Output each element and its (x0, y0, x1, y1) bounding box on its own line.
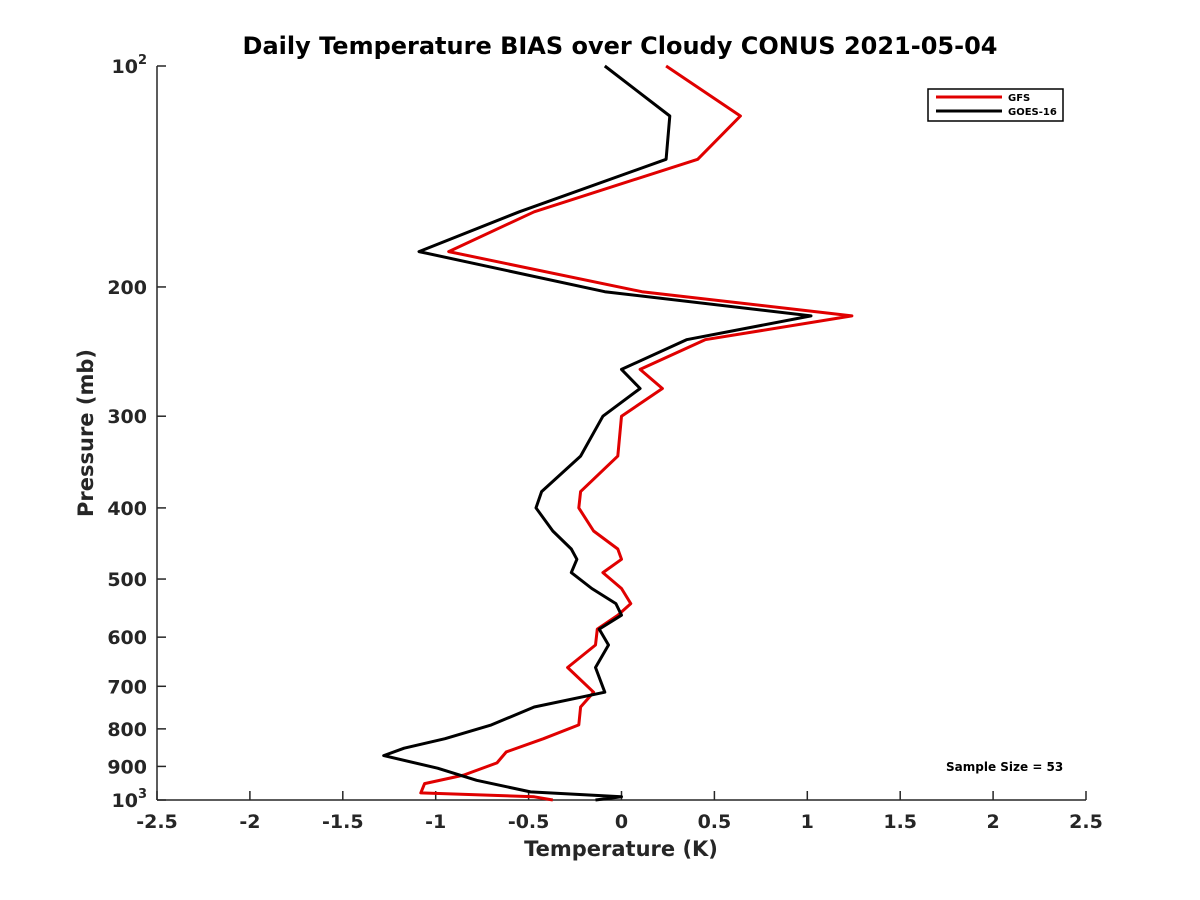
x-tick-label: 2 (986, 811, 999, 833)
y-tick-label: 200 (107, 277, 147, 299)
y-tick-label: 600 (107, 627, 147, 649)
y-tick-label: 700 (107, 676, 147, 698)
x-tick-label: -2 (239, 811, 260, 833)
series-line-goes-16 (382, 64, 813, 802)
y-tick-label: 400 (107, 498, 147, 520)
x-tick-label: -2.5 (136, 811, 178, 833)
y-tick-label: 103 (112, 787, 148, 812)
x-tick-label: 1 (801, 811, 814, 833)
legend: GFS GOES-16 (927, 88, 1064, 122)
y-tick-label: 102 (112, 53, 148, 78)
y-ticks: 102 200 300 400 500 600 700 800 900 103 (107, 53, 166, 812)
legend-label-gfs: GFS (1008, 93, 1030, 104)
legend-label-goes-16: GOES-16 (1008, 107, 1057, 118)
y-tick-label: 800 (107, 719, 147, 741)
chart-title: Daily Temperature BIAS over Cloudy CONUS… (243, 32, 998, 60)
x-tick-label: 0.5 (698, 811, 732, 833)
series-group (382, 64, 854, 802)
y-tick-label: 300 (107, 406, 147, 428)
plot-area: -2.5 -2 -1.5 -1 -0.5 0 0.5 1 1.5 2 2.5 102 200 300 40… (107, 53, 1103, 833)
x-tick-label: 0 (615, 811, 628, 833)
y-tick-label: 500 (107, 569, 147, 591)
legend-box (927, 88, 1064, 122)
sample-size-annotation: Sample Size = 53 (946, 760, 1063, 774)
x-axis-label: Temperature (K) (524, 837, 718, 861)
x-tick-label: -0.5 (508, 811, 550, 833)
x-tick-label: -1 (425, 811, 446, 833)
y-tick-label: 900 (107, 756, 147, 778)
x-tick-label: 2.5 (1069, 811, 1103, 833)
series-line-gfs (419, 64, 854, 802)
y-axis-label: Pressure (mb) (74, 349, 98, 517)
x-tick-label: -1.5 (322, 811, 364, 833)
x-ticks: -2.5 -2 -1.5 -1 -0.5 0 0.5 1 1.5 2 2.5 (136, 791, 1103, 833)
x-tick-label: 1.5 (883, 811, 917, 833)
